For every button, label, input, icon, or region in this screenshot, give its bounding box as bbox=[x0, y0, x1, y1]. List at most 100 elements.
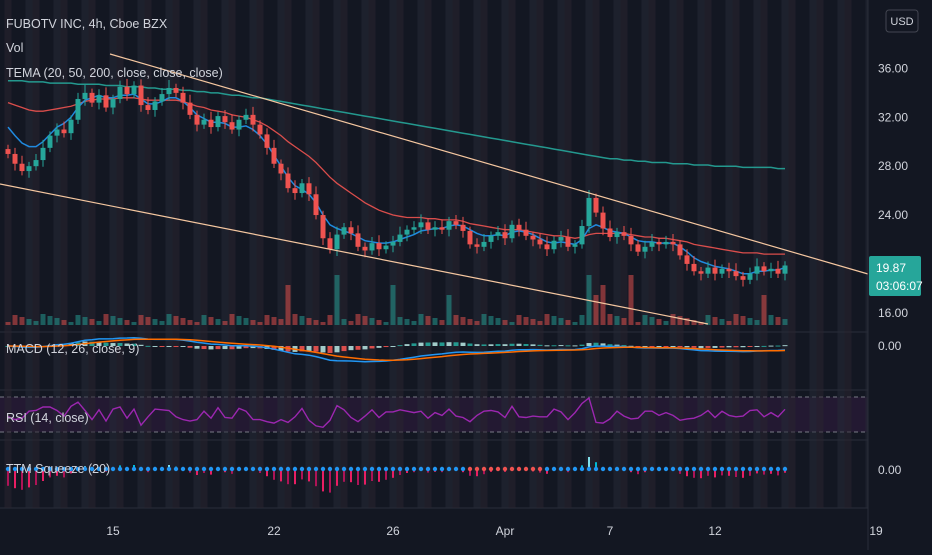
session-stripe bbox=[725, 0, 733, 508]
macd-histogram-bar bbox=[320, 346, 326, 353]
volume-bar bbox=[453, 315, 459, 325]
currency-button[interactable] bbox=[885, 9, 919, 33]
volume-bar bbox=[411, 321, 417, 325]
time-axis-ticks: 152226Apr7121926 bbox=[106, 524, 883, 538]
candle-body bbox=[12, 153, 18, 164]
candle-body bbox=[432, 227, 438, 230]
lower-trendline[interactable] bbox=[0, 183, 709, 325]
session-stripe bbox=[564, 0, 572, 508]
ttm-squeeze-dot bbox=[348, 466, 354, 472]
ttm-squeeze-dot bbox=[523, 466, 529, 472]
macd-histogram-bar bbox=[439, 342, 445, 346]
volume-bar bbox=[362, 316, 368, 325]
candle-body bbox=[439, 227, 445, 230]
ttm-squeeze-dot bbox=[418, 466, 424, 472]
candle-body bbox=[33, 160, 39, 167]
macd-histogram-bar bbox=[453, 342, 459, 346]
ttm-squeeze-dot bbox=[628, 466, 634, 472]
ttm-squeeze-dot bbox=[607, 466, 613, 472]
ttm-squeeze-dot bbox=[530, 466, 536, 472]
session-stripe bbox=[732, 0, 740, 508]
session-stripe bbox=[417, 0, 425, 508]
session-stripe bbox=[144, 0, 152, 508]
ttm-squeeze-dot bbox=[621, 466, 627, 472]
macd-histogram-bar bbox=[523, 343, 529, 346]
macd-histogram-bar bbox=[201, 346, 207, 350]
macd-histogram-bar bbox=[418, 342, 424, 346]
candle-body bbox=[173, 87, 179, 93]
ttm-momentum-bar bbox=[777, 469, 779, 476]
ttm-momentum-bar bbox=[315, 469, 317, 487]
macd-histogram-bar bbox=[740, 346, 746, 348]
volume-bar bbox=[96, 321, 102, 325]
volume-bar bbox=[635, 322, 641, 325]
volume-bar bbox=[159, 321, 165, 325]
ttm-momentum-bar bbox=[679, 469, 681, 474]
candle-body bbox=[509, 224, 515, 239]
ttm-squeeze-dot bbox=[544, 466, 550, 472]
candle-body bbox=[467, 230, 473, 245]
session-stripe bbox=[837, 0, 845, 508]
macd-histogram-bar bbox=[747, 346, 753, 347]
volume-bar bbox=[558, 318, 564, 325]
ttm-squeeze-dot bbox=[684, 466, 690, 472]
volume-bar bbox=[481, 314, 487, 325]
macd-histogram-bar bbox=[194, 346, 200, 349]
ttm-squeeze-dot bbox=[593, 466, 599, 472]
macd-histogram-bar bbox=[376, 346, 382, 348]
session-stripe bbox=[529, 0, 537, 508]
volume-bar bbox=[355, 314, 361, 325]
candle-body bbox=[635, 244, 641, 252]
ttm-squeeze-dot bbox=[747, 466, 753, 472]
volume-bar bbox=[628, 275, 634, 325]
ttm-squeeze-dot bbox=[719, 466, 725, 472]
ttm-momentum-bar bbox=[287, 469, 289, 485]
candle-body bbox=[152, 101, 158, 110]
ttm-squeeze-dot bbox=[733, 466, 739, 472]
candle-body bbox=[278, 163, 284, 174]
session-stripe bbox=[613, 0, 621, 508]
candle-body bbox=[299, 183, 305, 194]
session-stripe bbox=[536, 0, 544, 508]
candle-body bbox=[600, 212, 606, 229]
candle-body bbox=[425, 222, 431, 230]
macd-histogram-bar bbox=[446, 342, 452, 346]
macd-histogram-bar bbox=[768, 345, 774, 347]
ttm-momentum-bar bbox=[14, 469, 16, 489]
macd-histogram-bar bbox=[481, 344, 487, 346]
candlesticks[interactable] bbox=[5, 78, 788, 287]
ttm-squeeze-dot bbox=[467, 466, 473, 472]
volume-bar bbox=[89, 319, 95, 325]
ttm-squeeze-dot bbox=[453, 466, 459, 472]
ttm-squeeze-dot bbox=[257, 466, 263, 472]
volume-bar bbox=[236, 316, 242, 325]
ttm-squeeze-dot bbox=[75, 466, 81, 472]
macd-histogram-bar bbox=[89, 341, 95, 346]
candle-body bbox=[236, 119, 242, 130]
ttm-momentum-bar bbox=[399, 469, 401, 475]
ttm-squeeze-dot bbox=[754, 466, 760, 472]
volume-bar bbox=[82, 317, 88, 325]
ttm-momentum-bar bbox=[280, 469, 282, 482]
ttm-squeeze-dot bbox=[19, 466, 25, 472]
session-stripe bbox=[53, 0, 61, 508]
upper-trendline[interactable] bbox=[109, 53, 869, 275]
price-tick-label: 16.00 bbox=[878, 306, 908, 320]
ttm-squeeze-dot bbox=[12, 466, 18, 472]
ttm-squeeze-dot bbox=[96, 466, 102, 472]
session-stripe bbox=[480, 0, 488, 508]
ttm-squeeze-dot bbox=[152, 466, 158, 472]
ttm-squeeze-dot bbox=[54, 466, 60, 472]
candle-body bbox=[530, 235, 536, 240]
session-stripes bbox=[4, 0, 873, 508]
candle-body bbox=[390, 241, 396, 246]
session-stripe bbox=[200, 0, 208, 508]
macd-histogram-bar bbox=[691, 346, 697, 348]
macd-histogram-bar bbox=[726, 346, 732, 348]
session-stripe bbox=[389, 0, 397, 508]
candle-body bbox=[138, 85, 144, 106]
price-tick-label: 24.00 bbox=[878, 208, 908, 222]
ttm-squeeze-dot bbox=[740, 466, 746, 472]
